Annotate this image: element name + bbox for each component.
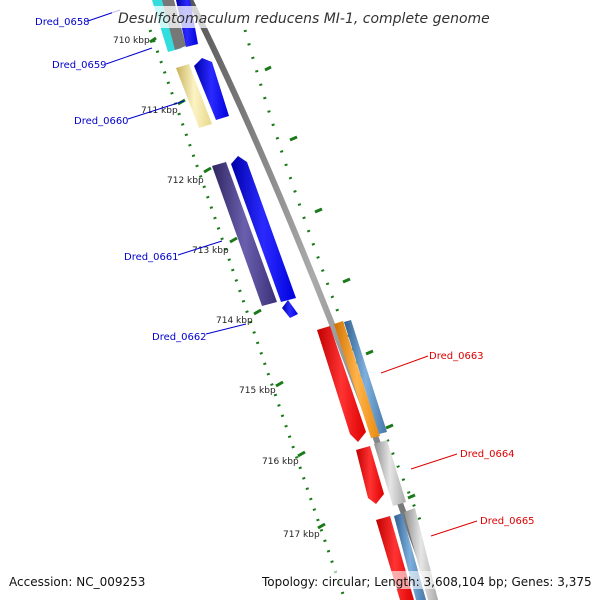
tick-label: 714 kbp bbox=[216, 316, 253, 326]
accession-text: Accession: NC_009253 bbox=[9, 575, 145, 589]
tick-label: 715 kbp bbox=[239, 386, 276, 396]
genome-backbone bbox=[187, 0, 438, 600]
gene-label-dred-0662[interactable]: Dred_0662 bbox=[152, 332, 207, 343]
tick-label: 710 kbp bbox=[113, 36, 150, 46]
tick-labels: 710 kbp 711 kbp 712 kbp 713 kbp 714 kbp … bbox=[113, 36, 320, 540]
gene-feature-dred-0663[interactable] bbox=[317, 320, 387, 442]
tick-label: 711 kbp bbox=[141, 106, 178, 116]
major-ticks bbox=[149, 36, 416, 530]
gene-label-dred-0659[interactable]: Dred_0659 bbox=[52, 60, 107, 71]
tick-label: 717 kbp bbox=[283, 530, 320, 540]
tick-label: 712 kbp bbox=[167, 176, 204, 186]
footer-backdrop bbox=[255, 571, 595, 589]
gene-label-dred-0660[interactable]: Dred_0660 bbox=[74, 116, 129, 127]
right-gene-labels: Dred_0663 Dred_0664 Dred_0665 bbox=[429, 351, 535, 527]
left-gene-labels: Dred_0658 Dred_0659 Dred_0660 Dred_0661 … bbox=[35, 17, 207, 343]
gene-label-dred-0661[interactable]: Dred_0661 bbox=[124, 252, 179, 263]
gene-feature-dred-0660[interactable] bbox=[176, 64, 212, 128]
map-title: Desulfotomaculum reducens MI-1, complete… bbox=[118, 11, 490, 27]
gene-label-dred-0658[interactable]: Dred_0658 bbox=[35, 17, 90, 28]
tick-label: 713 kbp bbox=[192, 246, 229, 256]
gene-feature-dred-0662[interactable] bbox=[282, 300, 298, 318]
title-backdrop bbox=[112, 6, 492, 28]
genome-stats-text: Topology: circular; Length: 3,608,104 bp… bbox=[261, 575, 592, 589]
gene-label-dred-0665[interactable]: Dred_0665 bbox=[480, 516, 535, 527]
gene-label-dred-0664[interactable]: Dred_0664 bbox=[460, 449, 515, 460]
tick-label: 716 kbp bbox=[262, 457, 299, 467]
gene-feature-dred-0661[interactable] bbox=[212, 156, 296, 306]
gene-label-dred-0663[interactable]: Dred_0663 bbox=[429, 351, 484, 362]
gene-feature-dred-0664[interactable] bbox=[356, 440, 406, 506]
gene-feature-dred-0659[interactable] bbox=[194, 58, 229, 120]
